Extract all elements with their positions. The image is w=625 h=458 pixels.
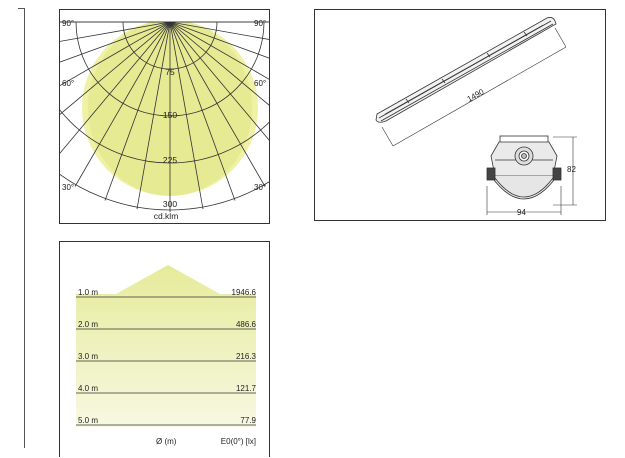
polar-spoke [169,21,269,80]
page-side-rule [18,8,25,448]
angle-label-30-left: 30° [62,183,74,192]
cone-row-illuminance: 1946.6 [232,288,257,297]
polar-spoke [60,21,171,115]
dimension-drawing: 1490 82 94 [314,9,606,221]
footer-diameter-label: Ø (m) [156,437,177,446]
polar-spoke [169,21,204,210]
angle-label-90-right: 90° [254,19,266,28]
luminaire-side-view [375,17,557,123]
height-dimension [553,136,577,206]
cone-row-distance: 3.0 m [78,352,98,361]
width-dimension [486,186,562,215]
polar-spoke [60,21,171,154]
radial-label-150: 150 [163,110,177,120]
angle-label-60-right: 60° [254,79,266,88]
cone-row-illuminance: 486.6 [236,320,257,329]
cone-rows: 1.0 m 1946.6 2.0 m 486.6 3.0 m 216.3 4.0 m 121.… [76,288,257,426]
radial-label-225: 225 [163,155,177,165]
polar-spoke [60,21,171,42]
polar-spoke [136,21,171,210]
illuminance-cone-diagram: 1.0 m 1946.6 2.0 m 486.6 3.0 m 216.3 4.0 m 121.… [59,241,270,457]
cone-row-distance: 4.0 m [78,384,98,393]
light-cone [76,265,256,427]
polar-spoke [169,21,269,106]
polar-intensity-diagram: 75 150 225 300 90° 90° 60° 60° 30° 30° c… [59,9,270,224]
luminaire-cross-section [486,135,562,200]
polar-spoke [60,21,171,86]
polar-spoke [104,21,171,201]
polar-spoke [169,21,269,141]
length-dimension [381,27,567,147]
cone-row-illuminance: 121.7 [236,384,257,393]
cone-row-distance: 2.0 m [78,320,98,329]
polar-spoke [169,21,269,40]
radial-label-75: 75 [165,67,175,77]
polar-spoke [74,21,171,187]
footer-illuminance-label: E0(0°) [lx] [221,437,256,446]
cone-row-distance: 5.0 m [78,416,98,425]
cone-row-illuminance: 77.9 [240,416,256,425]
radial-label-300: 300 [163,199,177,209]
length-value: 1490 [466,87,486,104]
cone-row-distance: 1.0 m [78,288,98,297]
polar-grid [60,21,269,212]
polar-spoke [60,21,171,63]
polar-spoke [169,21,269,59]
angle-label-30-right: 30° [254,183,266,192]
polar-labels: 75 150 225 300 90° 90° 60° 60° 30° 30° c… [62,19,266,221]
angle-label-90-left: 90° [62,19,74,28]
angle-label-60-left: 60° [62,79,74,88]
width-value: 94 [517,208,526,217]
polar-spoke [169,21,266,187]
cone-row-illuminance: 216.3 [236,352,257,361]
height-value: 82 [567,165,576,174]
polar-unit-label: cd.klm [154,211,179,221]
polar-spoke [169,21,236,201]
